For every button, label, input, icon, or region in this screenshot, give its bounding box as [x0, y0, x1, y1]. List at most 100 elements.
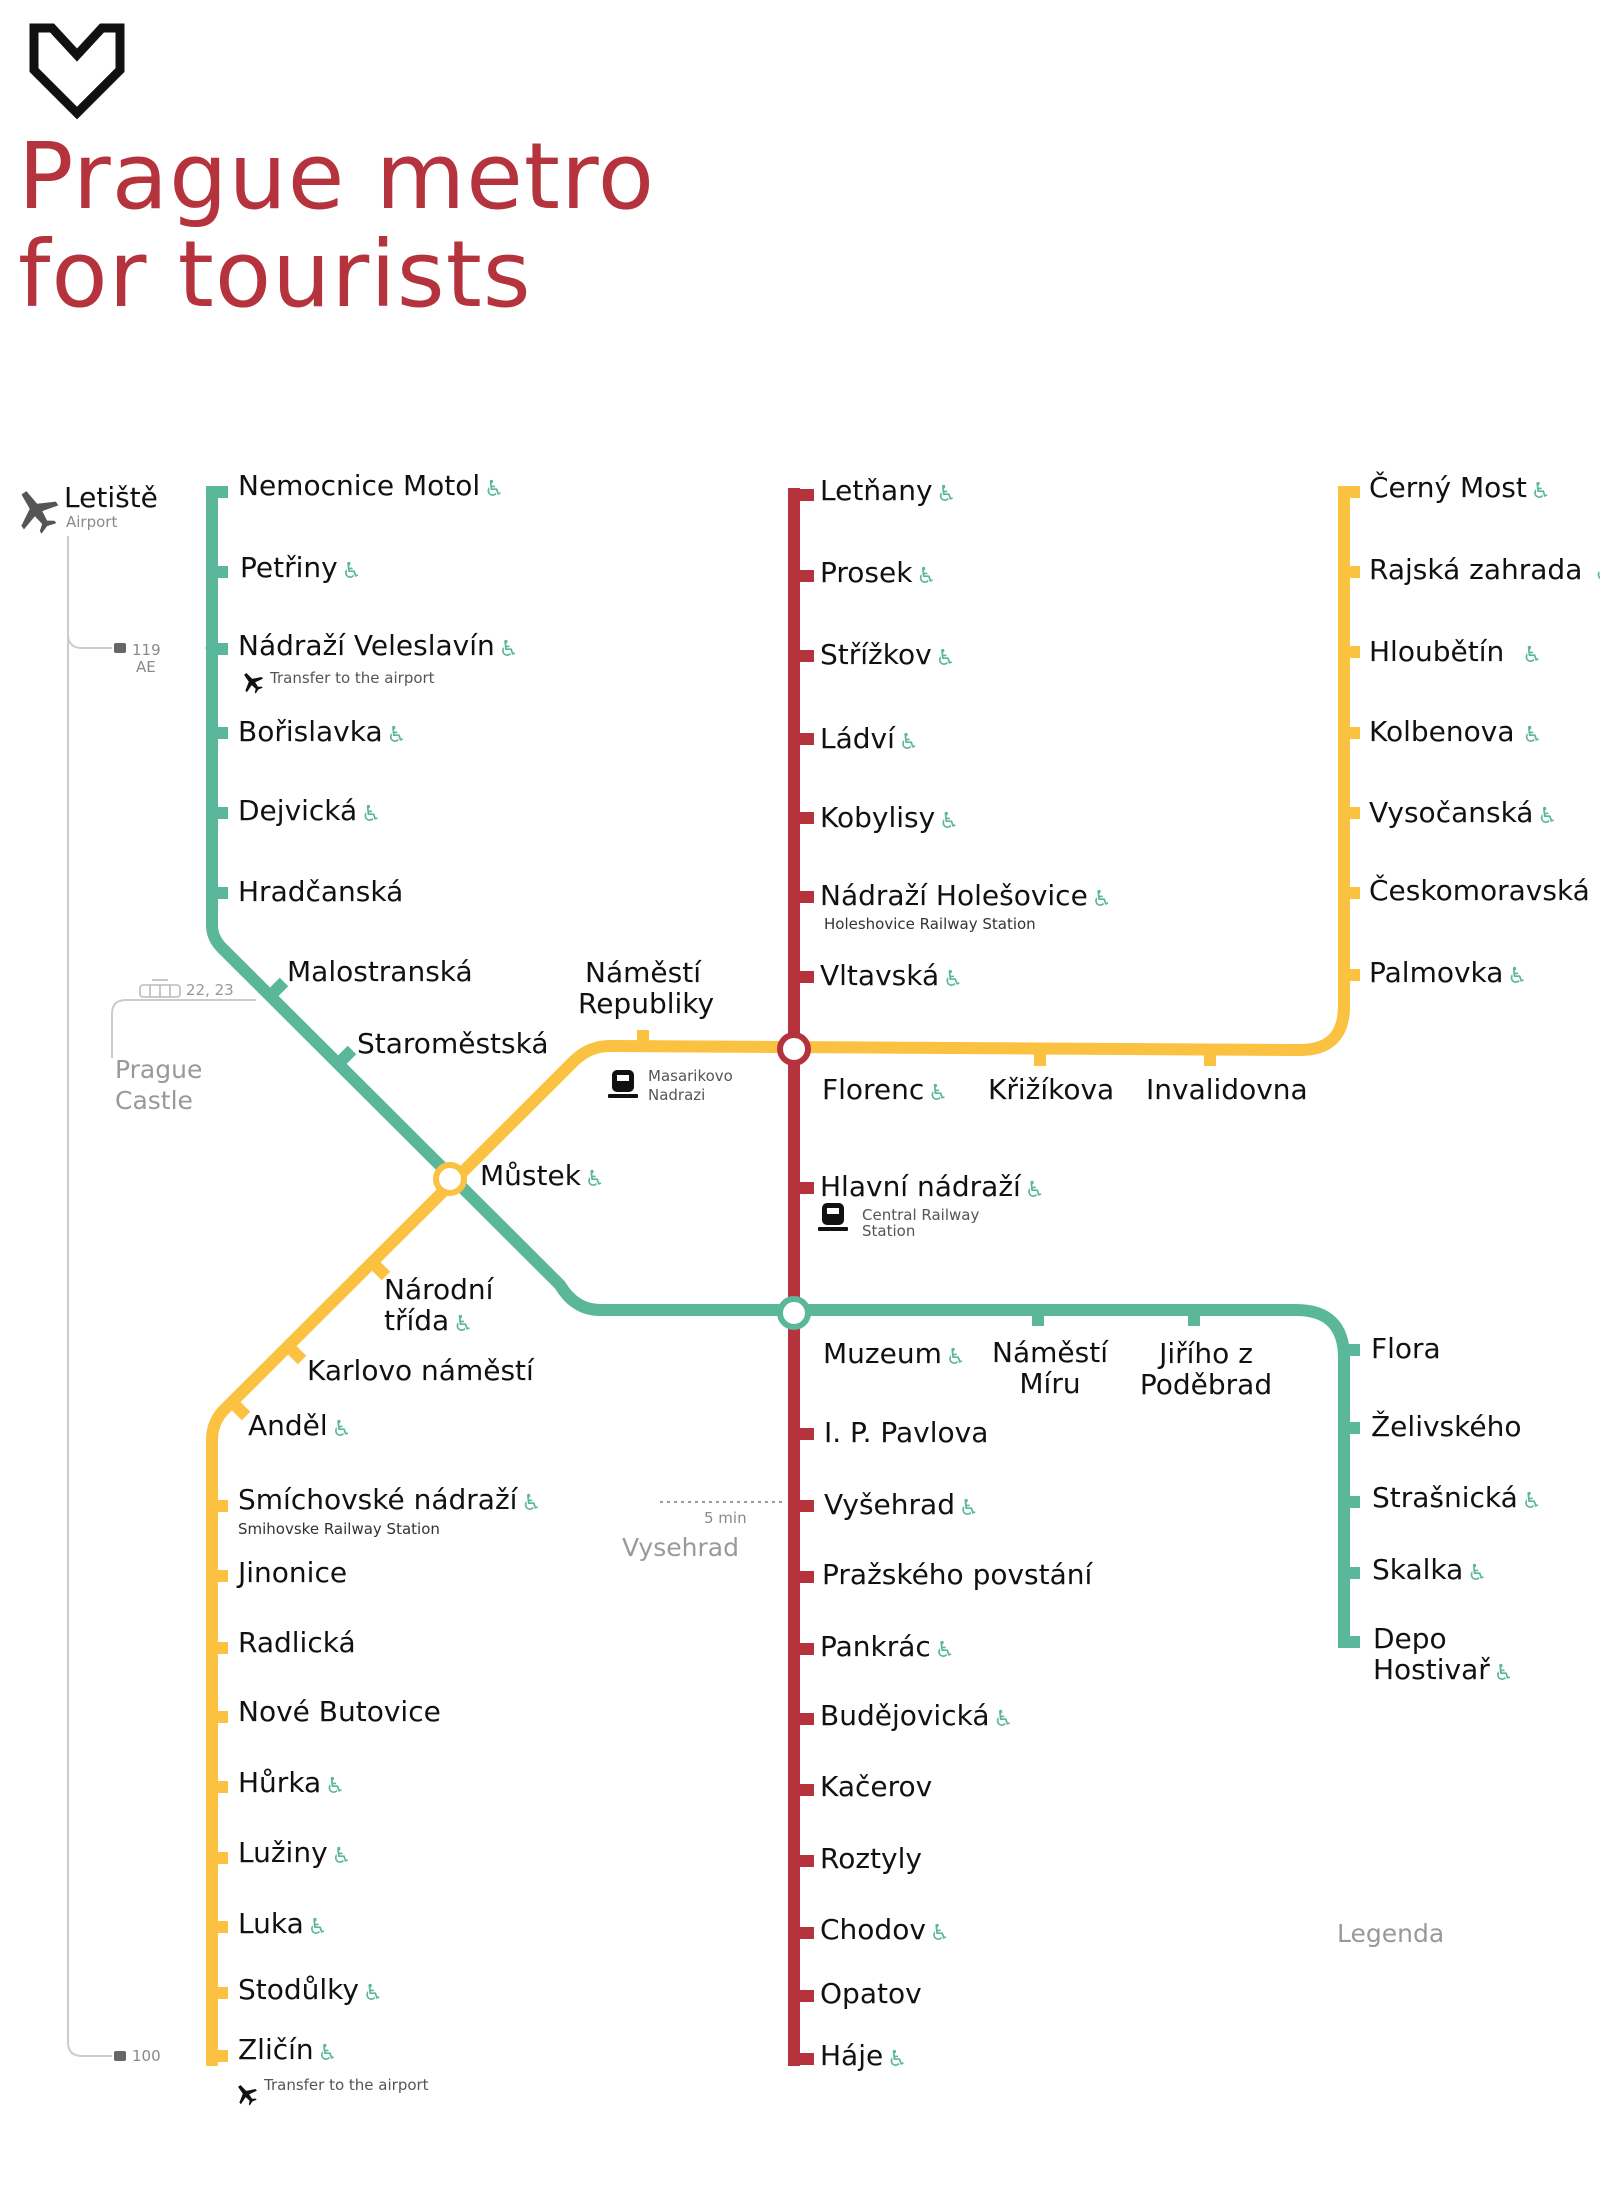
- wheelchair-icon: ♿: [1467, 1561, 1488, 1586]
- station-jinonice[interactable]: Jinonice: [238, 1556, 348, 1589]
- station-pankrac[interactable]: Pankrác ♿: [820, 1631, 955, 1667]
- castle-line-1: Prague: [115, 1055, 203, 1084]
- station-palmovka[interactable]: Palmovka ♿: [1369, 957, 1527, 993]
- station-republiky[interactable]: Náměstí Republiky: [578, 956, 715, 1020]
- station-chodov[interactable]: Chodov ♿: [820, 1914, 950, 1950]
- airplane-icon: [244, 672, 263, 694]
- station-krizikova[interactable]: Křižíkova: [988, 1073, 1115, 1106]
- station-hradcanska[interactable]: Hradčanská: [238, 875, 404, 908]
- station-dejvicka[interactable]: Dejvická ♿: [238, 795, 381, 831]
- station-flora[interactable]: Flora: [1371, 1332, 1441, 1365]
- wheelchair-icon: ♿: [1594, 558, 1600, 590]
- station-andel[interactable]: Anděl ♿: [248, 1410, 351, 1446]
- transfer-note-masarykovo-2: Nadrazi: [648, 1086, 706, 1104]
- airport-sub: Airport: [66, 513, 118, 531]
- transfer-note-holesovice: Holeshovice Railway Station: [824, 915, 1036, 933]
- station-invalidovna[interactable]: Invalidovna: [1146, 1073, 1308, 1106]
- wheelchair-icon: ♿: [361, 802, 381, 827]
- transfer-note-central-1: Central Railway: [862, 1206, 980, 1224]
- station-motol[interactable]: Nemocnice Motol ♿: [238, 470, 504, 506]
- station-hloubetin[interactable]: Hloubětín ♿: [1369, 636, 1542, 672]
- station-ladvi[interactable]: Ládví ♿: [820, 723, 919, 759]
- station-cerny-most[interactable]: Černý Most ♿: [1369, 472, 1551, 508]
- wheelchair-icon: ♿: [325, 1774, 345, 1799]
- wheelchair-icon: ♿: [1522, 723, 1543, 748]
- transfer-muzeum[interactable]: [777, 1296, 811, 1330]
- line-b-ticks: [206, 486, 1360, 2062]
- station-veleslavin[interactable]: Nádraží Veleslavín ♿: [238, 630, 519, 666]
- station-strasnicka[interactable]: Strašnická ♿: [1372, 1482, 1542, 1518]
- station-kacerov[interactable]: Kačerov: [820, 1770, 933, 1803]
- transfer-mustek[interactable]: [433, 1162, 467, 1196]
- station-roztyly[interactable]: Roztyly: [820, 1842, 922, 1875]
- station-luka[interactable]: Luka ♿: [238, 1908, 327, 1944]
- transfer-florenc[interactable]: [777, 1032, 811, 1066]
- station-vltavska[interactable]: Vltavská ♿: [820, 960, 963, 996]
- transfer-note-central-2: Station: [862, 1222, 916, 1240]
- wheelchair-icon: ♿: [1522, 643, 1542, 668]
- line-b: [206, 488, 1350, 2066]
- station-butovice[interactable]: Nové Butovice: [238, 1695, 441, 1728]
- station-malostranska[interactable]: Malostranská: [287, 955, 473, 988]
- wheelchair-icon: ♿: [993, 1707, 1014, 1732]
- airplane-icon: [21, 491, 59, 534]
- transfer-note-masarykovo-1: Masarikovo: [648, 1067, 733, 1085]
- station-holesovice[interactable]: Nádraží Holešovice ♿: [820, 880, 1112, 916]
- station-hurka[interactable]: Hůrka ♿: [238, 1767, 345, 1803]
- station-florenc[interactable]: Florenc ♿: [822, 1074, 948, 1110]
- bus-number-bottom: 100: [132, 2047, 161, 2065]
- station-pavlova[interactable]: I. P. Pavlova: [824, 1416, 989, 1449]
- station-haje[interactable]: Háje ♿: [820, 2040, 907, 2076]
- wheelchair-icon: ♿: [386, 723, 407, 748]
- station-staromestska[interactable]: Staroměstská: [357, 1027, 549, 1060]
- station-depo[interactable]: Depo Hostivař ♿: [1373, 1623, 1514, 1689]
- wheelchair-icon: ♿: [1507, 964, 1528, 989]
- station-ceskomoravska[interactable]: Českomoravská: [1369, 874, 1590, 907]
- station-prosek[interactable]: Prosek ♿: [820, 557, 936, 593]
- line-c-ticks: [794, 489, 814, 2065]
- station-kobylisy[interactable]: Kobylisy ♿: [820, 802, 959, 838]
- wheelchair-icon: ♿: [584, 1167, 605, 1192]
- station-muzeum[interactable]: Muzeum ♿: [823, 1338, 966, 1374]
- bus-icon: [114, 643, 126, 2061]
- station-borislavka[interactable]: Bořislavka ♿: [238, 716, 406, 752]
- station-karlovo[interactable]: Karlovo náměstí: [307, 1354, 534, 1387]
- wheelchair-icon: ♿: [1537, 804, 1558, 829]
- station-rajska[interactable]: Rajská zahrada♿: [1369, 554, 1600, 590]
- station-opatov[interactable]: Opatov: [820, 1977, 922, 2010]
- station-zlicin[interactable]: Zličín ♿: [238, 2034, 337, 2070]
- bus-code: AE: [136, 658, 156, 676]
- wheelchair-icon: ♿: [1493, 1661, 1514, 1686]
- line-a-ticks: [206, 486, 1360, 1648]
- station-skalka[interactable]: Skalka ♿: [1372, 1554, 1487, 1590]
- station-petriny[interactable]: Petřiny ♿: [240, 552, 361, 588]
- wheelchair-icon: ♿: [484, 477, 504, 502]
- station-budejovicka[interactable]: Budějovická ♿: [820, 1700, 1013, 1736]
- station-luziny[interactable]: Lužiny ♿: [238, 1837, 351, 1873]
- wheelchair-icon: ♿: [1091, 887, 1112, 912]
- station-smichovske[interactable]: Smíchovské nádraží ♿: [238, 1484, 541, 1520]
- page-title: Prague metro for tourists: [18, 128, 655, 324]
- station-kolbenova[interactable]: Kolbenova ♿: [1369, 716, 1542, 752]
- metro-logo-icon: [29, 23, 125, 120]
- station-strizkov[interactable]: Střížkov ♿: [820, 639, 955, 675]
- station-radlicka[interactable]: Radlická: [238, 1626, 356, 1659]
- wheelchair-icon: ♿: [317, 2041, 338, 2066]
- vysehrad-area: Vysehrad: [622, 1533, 739, 1562]
- station-miru[interactable]: Náměstí Míru: [992, 1336, 1108, 1400]
- station-vysocanska[interactable]: Vysočanská ♿: [1369, 797, 1557, 833]
- wheelchair-icon: ♿: [331, 1417, 352, 1442]
- station-letnany[interactable]: Letňany ♿: [820, 475, 956, 511]
- station-hlavni[interactable]: Hlavní nádraží ♿: [820, 1171, 1045, 1207]
- station-povstani[interactable]: Pražského povstání: [822, 1558, 1093, 1591]
- station-narodni[interactable]: Národní třída ♿: [384, 1274, 493, 1340]
- station-zelivskeho[interactable]: Želivského: [1371, 1410, 1522, 1443]
- wheelchair-icon: ♿: [936, 482, 957, 507]
- station-jiriho[interactable]: Jiřího z Poděbrad: [1139, 1337, 1273, 1401]
- legend-link[interactable]: Legenda: [1337, 1919, 1445, 1948]
- station-vysehrad[interactable]: Vyšehrad ♿: [824, 1489, 979, 1525]
- wheelchair-icon: ♿: [362, 1981, 383, 2006]
- station-stodulky[interactable]: Stodůlky ♿: [238, 1974, 383, 2010]
- station-mustek[interactable]: Můstek ♿: [480, 1160, 605, 1196]
